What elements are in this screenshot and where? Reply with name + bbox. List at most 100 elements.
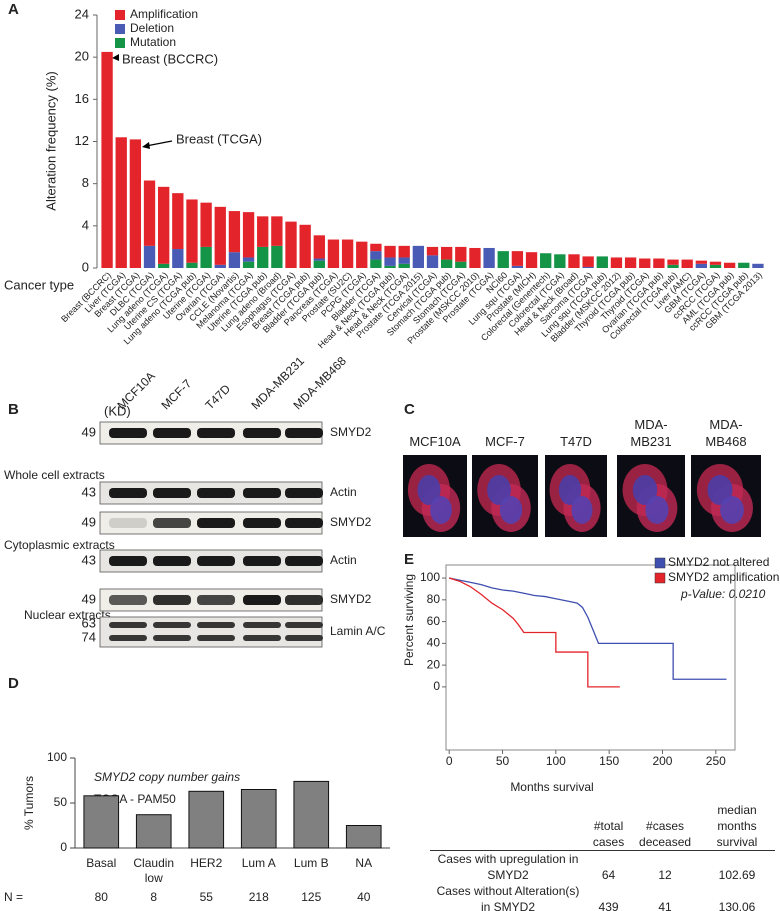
y-tick-label: 50 [54,795,68,809]
bar-segment [568,254,580,268]
marker-label: 63 [82,615,96,630]
protein-label: SMYD2 [330,592,372,606]
bar-segment [667,264,679,268]
bar-segment [200,202,212,247]
lane-label: MCF10A [114,369,157,412]
bar-segment [384,245,396,258]
bar-segment [313,260,325,268]
blot-band [197,635,235,641]
bar-segment [511,265,524,268]
blot-band [109,635,147,641]
bar-segment [172,193,184,250]
n-value: 80 [95,890,109,904]
x-tick-label: 50 [496,754,510,768]
bar-segment [370,259,382,268]
bar-segment [257,246,269,268]
bar-segment [540,253,552,268]
cell-nucleus [558,475,582,505]
protein-label: Lamin A/C [330,624,386,638]
bar-segment [455,246,467,262]
blot-band [109,518,147,528]
table-header: #total cases #cases deceased median mont… [430,802,775,851]
blot-band [197,518,235,528]
n-value: 125 [301,890,321,904]
bar-segment [398,263,410,268]
arrow [145,140,173,147]
lane-label: MCF-7 [158,376,194,412]
blot-band [243,622,281,628]
bar-segment [186,262,198,268]
x-tick-label: 250 [706,754,726,768]
bar-segment [313,235,325,259]
blot-band [243,556,281,566]
blot-strip [99,616,323,648]
table-header-cell: #total cases [586,802,632,851]
bar-segment [172,249,184,268]
protein-label: Actin [330,485,357,499]
y-tick-label: 80 [427,592,441,606]
n-label: N = [4,890,23,904]
bar-segment [440,246,453,260]
legend-label: Mutation [130,35,176,49]
bar-segment [525,252,538,268]
bar-segment [186,199,198,263]
blot-band [197,488,235,498]
bar-segment [709,264,722,268]
x-tick-label: 150 [599,754,619,768]
bar [188,790,225,849]
blot-band [109,595,147,605]
cell-nucleus [645,496,669,524]
panel-label: B [8,401,19,418]
bar-segment [299,224,311,268]
bar-segment [384,257,396,266]
bar-segment [129,139,142,268]
blot-band [285,635,323,641]
bar-segment [285,221,297,268]
blot-band [153,556,191,566]
bar-segment [426,246,439,256]
y-tick-label: 16 [75,91,89,106]
y-tick-label: 60 [427,614,441,628]
y-tick-label: 40 [427,636,441,650]
protein-label: SMYD2 [330,515,372,529]
cell-line-label: T47D [560,434,592,449]
x-tick-label: Lum B [293,856,329,870]
blot-band [197,622,235,628]
protein-label: SMYD2 [330,425,372,439]
fraction-label: Whole cell extracts [4,468,105,482]
bar-segment [158,186,170,264]
blot-band [109,556,147,566]
bar-segment [440,259,453,268]
bar-segment [455,261,467,268]
blot-band [109,622,147,628]
bar-segment [327,239,340,268]
marker-label: 43 [82,484,96,499]
n-value: 218 [249,890,269,904]
x-tick-label: HER2 [190,856,223,870]
x-tick-label: Claudin low [133,856,175,885]
bar-segment [271,216,283,246]
blot-band [153,518,191,528]
table-header-cell: #cases deceased [631,802,699,851]
blot-band [197,428,235,438]
blot-band [285,518,323,528]
cell-nucleus [487,475,511,505]
y-tick-label: 100 [47,750,67,764]
bar-segment [412,245,425,268]
arrow-head [112,54,119,61]
table-row: Cases without Alteration(s) in SMYD2 439… [430,883,775,911]
panel-label: E [404,551,414,568]
legend-label: SMYD2 not altered [668,555,769,569]
arrow-head [142,142,150,149]
bar-segment [639,258,651,268]
survival-table: #total cases #cases deceased median mont… [430,802,775,911]
cell-line-label: MDA-MB468 [705,417,747,449]
bar-segment [667,259,679,265]
y-tick-label: 0 [60,840,67,854]
bar-segment [695,263,707,268]
bar-segment [242,257,255,262]
bar-segment [214,264,226,268]
y-tick-label: 20 [427,657,441,671]
